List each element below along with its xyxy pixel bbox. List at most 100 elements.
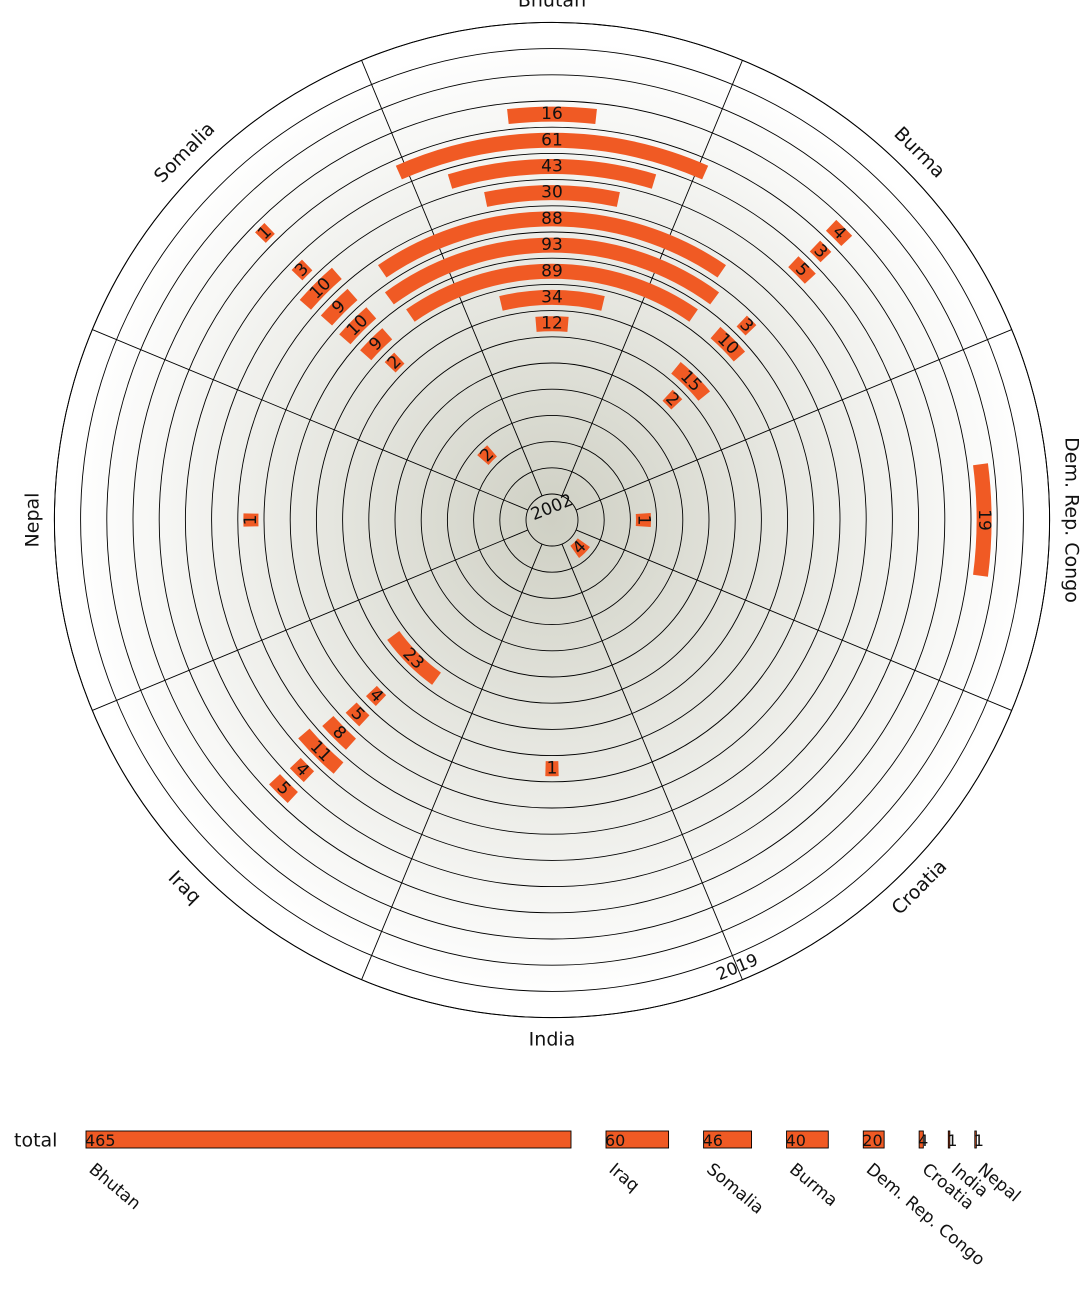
category-label-nepal: Nepal bbox=[21, 493, 43, 548]
sector-divider bbox=[575, 329, 1012, 511]
arc-bhutan-2015 bbox=[395, 132, 709, 180]
arc-bhutan-2014 bbox=[447, 159, 657, 189]
year-ring bbox=[342, 310, 762, 730]
value-label-bhutan-2014: 43 bbox=[541, 157, 563, 177]
year-ring bbox=[315, 283, 789, 757]
year-ring bbox=[289, 257, 815, 783]
arc-iraq-2011 bbox=[345, 702, 370, 727]
arc-bhutan-2012 bbox=[378, 211, 726, 278]
value-label-bhutan-2013: 30 bbox=[541, 183, 563, 203]
year-ring bbox=[53, 21, 1051, 1019]
sector-divider bbox=[92, 329, 529, 511]
total-value-burma: 40 bbox=[786, 1131, 806, 1150]
sector-divider bbox=[575, 529, 1012, 711]
year-ring bbox=[237, 205, 867, 835]
year-ring bbox=[132, 100, 972, 940]
sector-divider bbox=[361, 60, 543, 497]
year-ring bbox=[394, 362, 710, 678]
arc-somalia-2012 bbox=[320, 288, 358, 326]
year-ring bbox=[106, 74, 998, 966]
category-label-dem-rep-congo: Dem. Rep. Congo bbox=[1061, 437, 1083, 603]
arc-iraq-2010 bbox=[365, 685, 387, 707]
value-label-bhutan-2016: 16 bbox=[541, 104, 563, 124]
year-ring bbox=[211, 179, 893, 861]
arc-bhutan-2013 bbox=[484, 185, 620, 207]
total-bar-chart: total 465Bhutan60Iraq46Somalia40Burma20De… bbox=[14, 1130, 1024, 1271]
total-bar-somalia bbox=[703, 1130, 753, 1149]
total-bar-india bbox=[947, 1130, 951, 1149]
total-value-bhutan: 465 bbox=[85, 1131, 116, 1150]
sector-divider bbox=[92, 529, 529, 711]
arc-somalia-2010 bbox=[360, 328, 393, 361]
arc-bhutan-2016 bbox=[507, 106, 597, 124]
value-label-bhutan-2015: 61 bbox=[541, 130, 563, 150]
total-value-somalia: 46 bbox=[703, 1131, 723, 1150]
category-label-iraq: Iraq bbox=[164, 867, 206, 909]
value-label-bhutan-2010: 89 bbox=[541, 261, 563, 281]
total-bar-burma bbox=[786, 1130, 829, 1149]
value-label-dem-rep-congo-2017: 19 bbox=[974, 509, 994, 531]
year-ring bbox=[158, 126, 946, 914]
arc-burma-2007 bbox=[662, 389, 683, 410]
total-bar-dem-rep-congo bbox=[862, 1130, 885, 1149]
arc-croatia-2002 bbox=[570, 538, 590, 558]
total-label-iraq: Iraq bbox=[605, 1160, 643, 1197]
arc-bhutan-2011 bbox=[384, 237, 720, 305]
total-value-iraq: 60 bbox=[605, 1131, 625, 1150]
arc-burma-2015 bbox=[809, 240, 832, 263]
year-ring bbox=[263, 231, 841, 809]
category-label-bhutan: Bhutan bbox=[518, 0, 586, 11]
year-ring bbox=[420, 388, 684, 652]
total-label-bhutan: Bhutan bbox=[85, 1160, 145, 1215]
year-ring bbox=[368, 336, 736, 704]
arc-somalia-2011 bbox=[339, 307, 377, 345]
total-bar-nepal bbox=[974, 1130, 977, 1149]
arc-somalia-2013 bbox=[299, 267, 342, 310]
year-ring bbox=[80, 48, 1024, 992]
value-label-nepal-2012: 1 bbox=[241, 515, 261, 526]
year-ring bbox=[446, 414, 658, 626]
arc-burma-2011 bbox=[736, 315, 757, 336]
total-bar-bhutan bbox=[85, 1130, 572, 1149]
arc-dem-rep-congo-2017 bbox=[973, 463, 992, 577]
value-label-bhutan-2012: 88 bbox=[541, 209, 563, 229]
sector-divider bbox=[561, 543, 743, 980]
category-label-india: India bbox=[529, 1029, 576, 1051]
arc-burma-2010 bbox=[710, 326, 746, 362]
arc-iraq-2008 bbox=[387, 630, 442, 685]
arc-iraq-2014 bbox=[289, 757, 315, 783]
total-bar-croatia bbox=[918, 1130, 924, 1149]
value-label-india-2010: 1 bbox=[547, 759, 558, 779]
arc-somalia-2009 bbox=[384, 352, 405, 373]
arc-burma-2016 bbox=[825, 219, 853, 247]
total-value-nepal: 1 bbox=[974, 1131, 984, 1150]
arc-burma-2008 bbox=[671, 361, 711, 401]
year-ring bbox=[525, 493, 579, 547]
total-label-burma: Burma bbox=[785, 1160, 841, 1211]
total-value-croatia: 4 bbox=[918, 1131, 928, 1150]
sector-divider bbox=[361, 543, 543, 980]
arc-somalia-2004 bbox=[477, 445, 498, 466]
total-bar-iraq bbox=[605, 1130, 670, 1149]
total-value-dem-rep-congo: 20 bbox=[862, 1131, 882, 1150]
value-label-bhutan-2008: 12 bbox=[541, 314, 563, 334]
arc-bhutan-2010 bbox=[406, 263, 698, 322]
total-title: total bbox=[14, 1130, 57, 1152]
total-value-india: 1 bbox=[947, 1131, 957, 1150]
arc-bhutan-2008 bbox=[535, 316, 569, 332]
year-ring bbox=[499, 467, 605, 573]
total-label-somalia: Somalia bbox=[702, 1160, 767, 1219]
arc-iraq-2015 bbox=[269, 774, 298, 803]
value-label-dem-rep-congo-2004: 1 bbox=[634, 515, 654, 526]
value-label-bhutan-2011: 93 bbox=[541, 235, 563, 255]
arc-somalia-2016 bbox=[255, 223, 275, 243]
arc-iraq-2012 bbox=[322, 715, 357, 750]
arc-burma-2014 bbox=[788, 256, 816, 284]
sector-divider bbox=[561, 60, 743, 497]
year-ring bbox=[473, 441, 631, 599]
arc-somalia-2014 bbox=[291, 259, 313, 281]
year-ring bbox=[184, 152, 920, 888]
arc-bhutan-2009 bbox=[499, 290, 605, 311]
